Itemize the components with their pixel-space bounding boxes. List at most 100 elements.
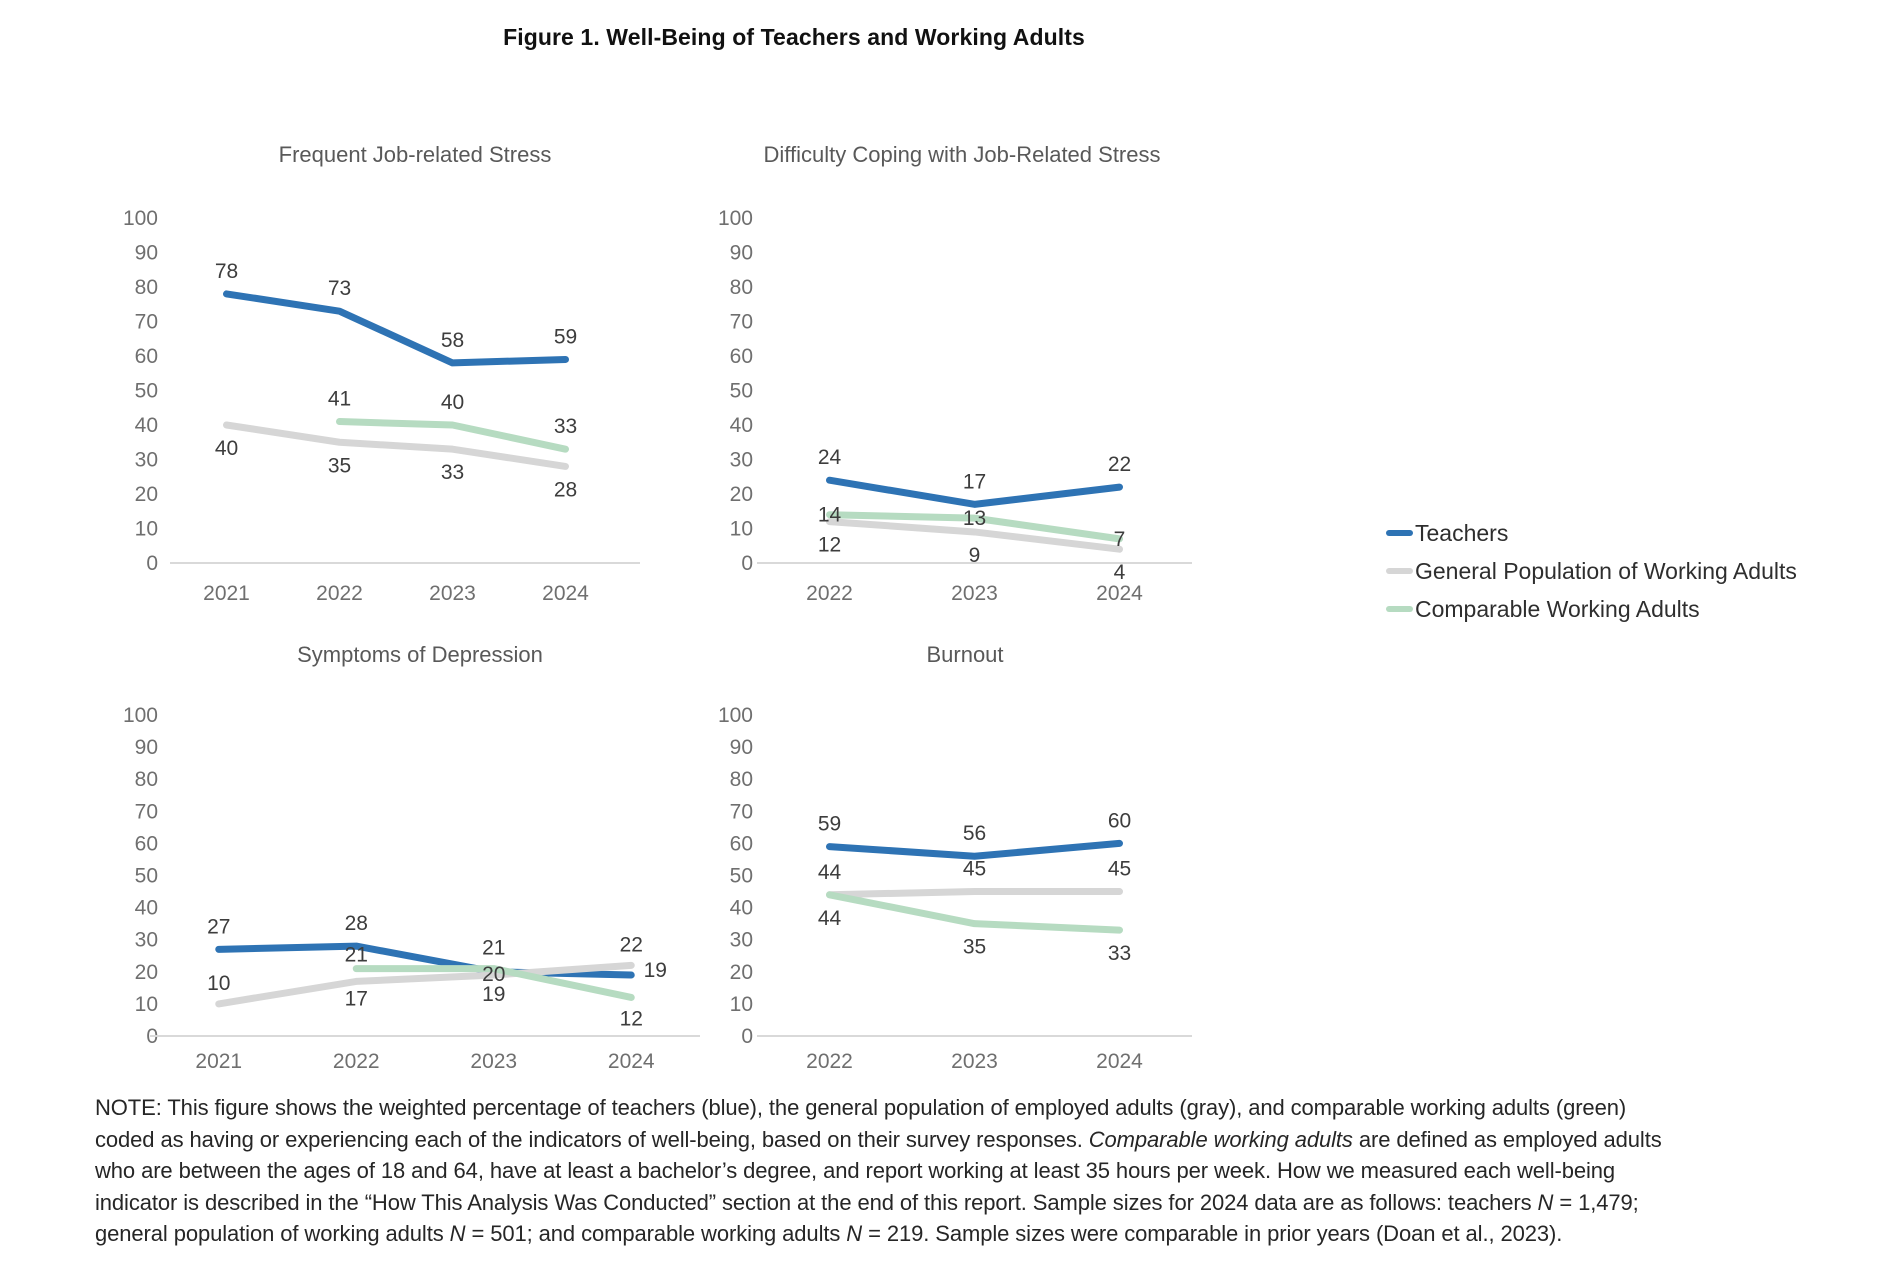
y-tick-label: 10 <box>730 518 753 541</box>
chart-title: Frequent Job-related Stress <box>279 142 552 167</box>
x-category-label: 2024 <box>1096 1050 1143 1073</box>
note-segment: = 219. Sample sizes were comparable in p… <box>862 1221 1563 1246</box>
y-tick-label: 40 <box>135 414 158 437</box>
x-category-label: 2022 <box>806 582 853 605</box>
legend-line-swatch-general <box>1386 568 1413 574</box>
legend-item-teachers: Teachers <box>1386 514 1797 552</box>
note-italic-segment: N <box>449 1221 466 1246</box>
y-tick-label: 100 <box>123 704 158 727</box>
data-label-teachers: 59 <box>554 325 577 348</box>
y-tick-label: 90 <box>135 242 158 265</box>
data-label-general: 4 <box>1114 561 1126 584</box>
x-category-label: 2022 <box>316 582 363 605</box>
data-label-comparable: 12 <box>620 1007 643 1030</box>
y-tick-label: 80 <box>730 276 753 299</box>
data-label-teachers: 58 <box>441 329 464 352</box>
series-line-general <box>215 961 635 1008</box>
y-tick-label: 30 <box>730 929 753 952</box>
series-line-teachers <box>826 839 1123 860</box>
note-segment: NOTE: This figure shows the weighted per… <box>95 1095 1627 1152</box>
x-category-label: 2021 <box>195 1050 242 1073</box>
legend-label: General Population of Working Adults <box>1415 557 1797 584</box>
note-italic-segment: N <box>1537 1189 1554 1215</box>
note-italic-segment: Comparable working adults <box>1088 1126 1353 1152</box>
y-tick-label: 70 <box>730 311 753 334</box>
y-tick-label: 60 <box>135 832 158 855</box>
x-category-label: 2024 <box>1096 582 1143 605</box>
chart-title: Difficulty Coping with Job-Related Stres… <box>764 142 1161 167</box>
data-label-general: 33 <box>441 461 464 484</box>
data-label-general: 45 <box>1108 858 1131 881</box>
data-label-general: 40 <box>215 437 238 460</box>
y-tick-label: 60 <box>730 832 753 855</box>
data-label-teachers: 78 <box>215 260 238 283</box>
legend-line-swatch-teachers <box>1386 530 1413 536</box>
note-italic-segment: N <box>846 1221 863 1246</box>
note-segment: = 1,479; general population of working a… <box>95 1189 1639 1247</box>
y-tick-label: 20 <box>730 961 753 984</box>
y-tick-label: 40 <box>730 897 753 920</box>
series-line-comparable <box>826 511 1123 543</box>
chart-difficulty-coping-with-job-related-stress: Difficulty Coping with Job-Related Stres… <box>718 142 1192 605</box>
data-label-comparable: 35 <box>963 936 986 959</box>
y-tick-label: 100 <box>718 704 753 727</box>
y-tick-label: 80 <box>135 768 158 791</box>
data-label-teachers: 22 <box>1108 453 1131 476</box>
y-tick-label: 100 <box>718 207 753 230</box>
x-category-label: 2023 <box>951 1050 998 1073</box>
y-tick-label: 50 <box>135 865 158 888</box>
x-category-label: 2024 <box>608 1050 655 1073</box>
legend-label: Teachers <box>1415 519 1509 546</box>
x-category-label: 2023 <box>429 582 476 605</box>
x-category-label: 2021 <box>203 582 250 605</box>
y-tick-label: 70 <box>135 311 158 334</box>
data-label-comparable: 13 <box>963 507 986 530</box>
data-label-general: 9 <box>969 544 981 567</box>
y-tick-label: 70 <box>135 800 158 823</box>
data-label-general: 17 <box>345 987 368 1010</box>
y-tick-label: 90 <box>730 242 753 265</box>
data-label-comparable: 21 <box>345 944 368 967</box>
y-tick-label: 50 <box>730 865 753 888</box>
series-line-teachers <box>223 290 569 367</box>
y-tick-label: 100 <box>123 207 158 230</box>
y-tick-label: 70 <box>730 800 753 823</box>
data-label-teachers: 17 <box>963 470 986 493</box>
y-tick-label: 10 <box>135 993 158 1016</box>
chart-symptoms-of-depression: Symptoms of Depression010203040506070809… <box>123 642 700 1073</box>
chart-frequent-job-related-stress: Frequent Job-related Stress 0 10 20 30 40 50 60… <box>123 142 640 605</box>
y-tick-label: 80 <box>135 276 158 299</box>
y-tick-label: 30 <box>730 449 753 472</box>
data-label-comparable: 40 <box>441 391 464 414</box>
data-label-teachers: 20 <box>482 963 505 986</box>
y-tick-label: 50 <box>135 380 158 403</box>
y-tick-label: 0 <box>146 552 158 575</box>
data-label-general: 44 <box>818 861 842 884</box>
series-line-comparable <box>826 891 1123 934</box>
y-tick-label: 80 <box>730 768 753 791</box>
y-tick-label: 10 <box>135 518 158 541</box>
data-label-teachers: 24 <box>818 446 842 469</box>
data-label-teachers: 28 <box>345 912 368 935</box>
data-label-comparable: 33 <box>1108 942 1131 965</box>
y-tick-label: 20 <box>135 961 158 984</box>
y-tick-label: 30 <box>135 929 158 952</box>
x-category-label: 2022 <box>333 1050 380 1073</box>
note-text: NOTE: This figure shows the weighted per… <box>95 1092 1855 1250</box>
data-label-comparable: 33 <box>554 415 577 438</box>
y-tick-label: 30 <box>135 449 158 472</box>
data-label-general: 45 <box>963 858 986 881</box>
data-label-teachers: 73 <box>328 277 351 300</box>
data-label-comparable: 14 <box>818 504 842 527</box>
chart-title: Burnout <box>926 642 1003 667</box>
y-tick-label: 10 <box>730 993 753 1016</box>
series-line-general <box>223 421 569 470</box>
y-tick-label: 90 <box>135 736 158 759</box>
y-tick-label: 20 <box>730 483 753 506</box>
data-label-teachers: 60 <box>1108 809 1131 832</box>
data-label-general: 28 <box>554 478 577 501</box>
series-line-comparable <box>336 418 569 453</box>
data-label-teachers: 19 <box>644 959 667 982</box>
data-label-general: 19 <box>482 983 505 1006</box>
